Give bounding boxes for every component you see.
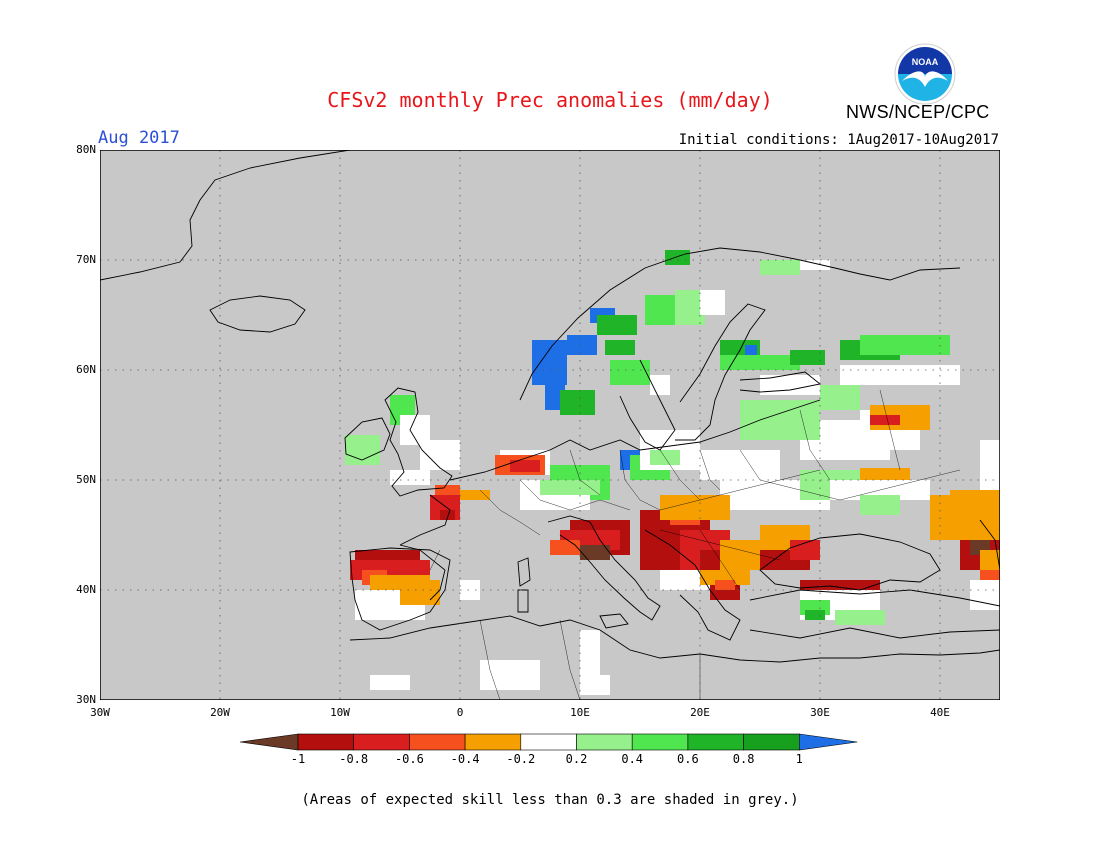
anomaly-cell [860,335,950,355]
agency-label: NWS/NCEP/CPC [846,102,990,122]
anomaly-cell [660,495,730,520]
anomaly-cell [860,468,910,480]
anomaly-cell [610,360,650,385]
anomaly-cell [760,260,800,275]
colorbar-segment [631,733,689,751]
anomaly-cell [700,450,780,480]
anomaly-cell [480,660,540,690]
lon-label-20e: 20E [690,706,710,719]
colorbar-arrow-high [798,733,858,751]
anomaly-cell [720,355,800,370]
anomaly-cell [345,435,380,465]
colorbar-segment [520,733,577,751]
anomaly-cell [390,470,430,485]
anomaly-cell [715,580,735,590]
colorbar-tick-label: -0.2 [506,752,536,766]
anomaly-cell [800,260,830,270]
anomaly-cell [660,570,710,590]
anomaly-cell [835,610,885,625]
lat-label-80n: 80N [76,143,96,156]
colorbar-segment [353,733,410,751]
lat-label-40n: 40N [76,583,96,596]
colorbar-tick-label: 1 [795,752,803,766]
anomaly-cell [760,375,820,395]
colorbar-tick-label: 0.6 [677,752,699,766]
colorbar-tick-label: 0.2 [565,752,588,766]
anomaly-cell [460,580,480,600]
colorbar-tick-label: -1 [290,752,306,766]
anomaly-cell [840,365,960,385]
anomaly-cell [370,675,410,690]
noaa-logo-icon: NOAA [894,43,956,105]
colorbar-segments [239,733,858,751]
anomaly-cell [540,480,600,495]
lat-label-60n: 60N [76,363,96,376]
anomaly-cell [870,415,900,425]
anomaly-cell [567,335,597,355]
anomaly-cell [605,340,635,355]
colorbar-tick-label: 0.8 [732,752,755,766]
anomaly-cell [980,550,1000,570]
colorbar-segment [576,733,633,751]
colorbar-tick-label: -0.4 [450,752,480,766]
lon-label-10w: 10W [330,706,350,719]
anomaly-cell [550,540,580,555]
colorbar-segment [743,733,800,751]
anomaly-cell [790,540,820,560]
anomaly-cell [532,340,567,385]
lat-label-30n: 30N [76,693,96,706]
anomaly-cell [435,485,460,495]
anomaly-map [100,150,1000,700]
anomaly-cell [580,545,610,560]
anomaly-cell [460,490,490,500]
anomaly-cell [665,250,690,265]
lon-label-20w: 20W [210,706,230,719]
anomaly-cell [510,460,540,472]
logo-text: NOAA [912,57,939,67]
lon-label-0: 0 [456,706,464,719]
lat-label-50n: 50N [76,473,96,486]
colorbar-tick-label: 0.4 [621,752,644,766]
anomaly-cells [345,250,1000,695]
anomaly-cell [745,345,757,355]
anomaly-cell [860,495,900,515]
anomaly-cell [597,315,637,335]
anomaly-cell [980,440,1000,500]
anomaly-cell [400,580,440,605]
anomaly-cell [950,490,1000,510]
anomaly-cell [700,570,750,585]
lon-label-10e: 10E [570,706,590,719]
colorbar-tick-label: -0.8 [339,752,369,766]
anomaly-cell [560,390,595,415]
lat-label-70n: 70N [76,253,96,266]
lon-label-30e: 30E [810,706,830,719]
colorbar-tick-label: -0.6 [394,752,424,766]
colorbar-arrow-low [239,733,299,751]
colorbar-segment [409,733,466,751]
initial-conditions-label: Initial conditions: 1Aug2017-10Aug2017 [678,132,999,148]
anomaly-cell [790,350,825,365]
anomaly-cell [740,400,820,440]
anomaly-cell [805,610,825,620]
anomaly-cell [440,510,455,520]
colorbar-segment [297,733,355,751]
graticule [100,150,1000,700]
lon-label-30w: 30W [90,706,110,719]
lon-label-40e: 40E [930,706,950,719]
anomaly-cell [420,440,460,470]
forecast-month-label: Aug 2017 [98,128,180,148]
colorbar-segment [464,733,522,751]
anomaly-cell [820,385,860,410]
chart-title: CFSv2 monthly Prec anomalies (mm/day) [327,88,773,112]
anomaly-cell [700,290,725,315]
colorbar-segment [687,733,744,751]
anomaly-cell [580,675,610,695]
skill-note: (Areas of expected skill less than 0.3 a… [301,792,799,808]
